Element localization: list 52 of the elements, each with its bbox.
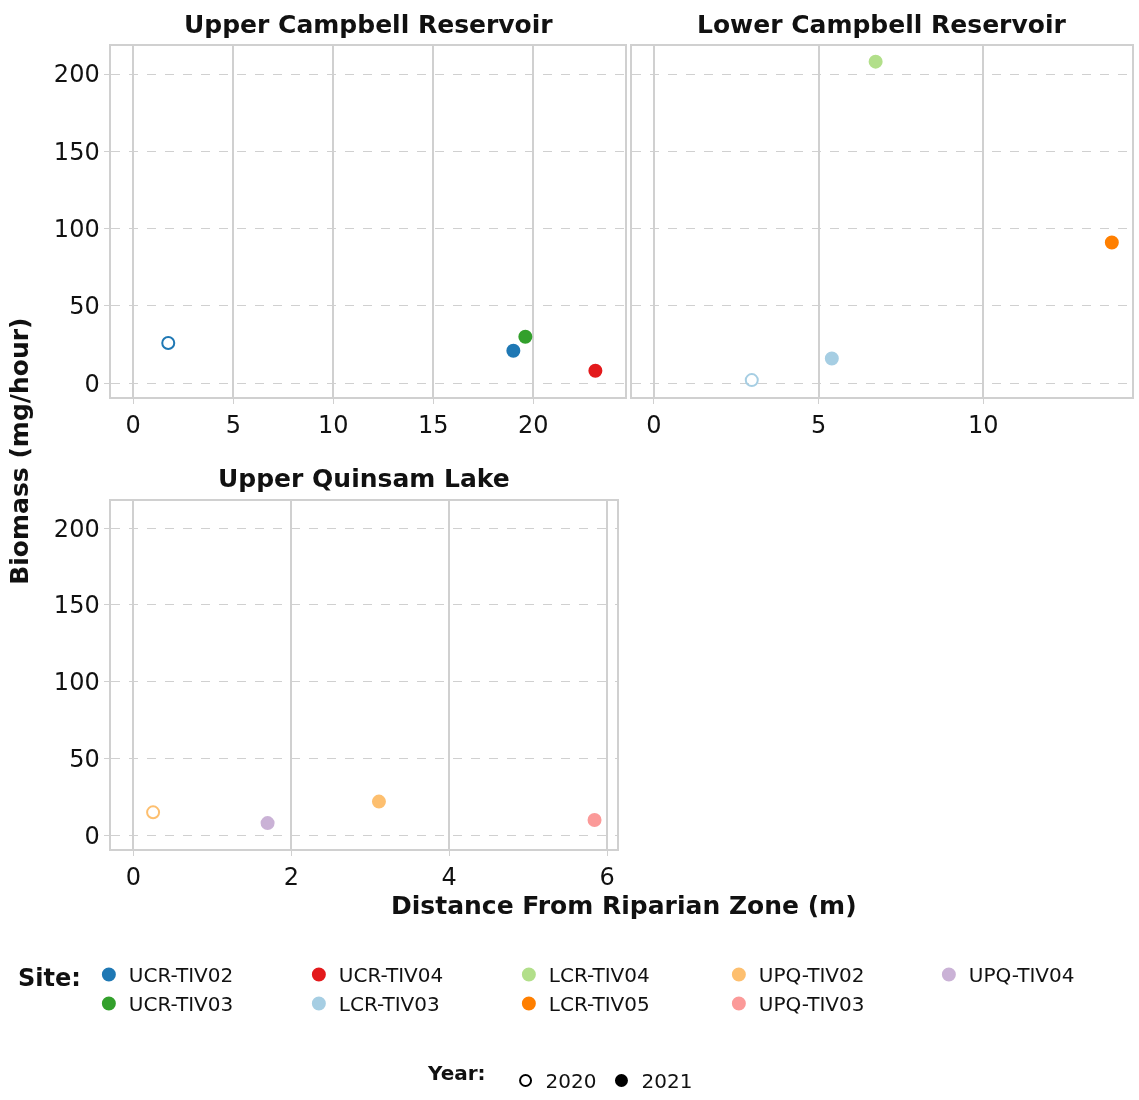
point xyxy=(587,813,602,827)
legend-label: LCR-TIV03 xyxy=(338,992,440,1017)
chart-title: Upper Campbell Reservoir xyxy=(184,10,554,39)
y-tick-label: 0 xyxy=(84,369,100,398)
point xyxy=(744,373,759,388)
legend-label: LCR-TIV04 xyxy=(548,963,650,988)
x-tick-label: 2 xyxy=(283,862,299,891)
x-tick-label: 0 xyxy=(125,862,141,891)
y-tick-label: 150 xyxy=(53,137,100,166)
x-tick-label: 5 xyxy=(811,410,827,439)
y-tick-label: 150 xyxy=(53,591,100,620)
x-tick-label: 0 xyxy=(125,410,141,439)
y-tick-label: 50 xyxy=(69,744,100,773)
legend-label: UCR-TIV03 xyxy=(128,992,234,1017)
legend-label: UCR-TIV04 xyxy=(338,963,444,988)
x-tick-label: 0 xyxy=(646,410,662,439)
x-tick-label: 10 xyxy=(968,410,999,439)
y-tick-label: 200 xyxy=(53,514,100,543)
x-tick-label: 4 xyxy=(441,862,457,891)
legend-label: UPQ-TIV04 xyxy=(968,963,1075,988)
point xyxy=(260,816,275,831)
y-tick-label: 0 xyxy=(84,821,100,850)
chart-title: Upper Quinsam Lake xyxy=(218,464,510,493)
legend-label: LCR-TIV05 xyxy=(548,992,650,1017)
x-tick-label: 10 xyxy=(318,410,349,439)
y-tick-label: 50 xyxy=(69,292,100,321)
legend-title: Site: xyxy=(18,964,81,993)
point xyxy=(506,343,521,358)
x-tick-label: 5 xyxy=(225,410,241,439)
point xyxy=(518,329,533,344)
point xyxy=(146,805,161,820)
point xyxy=(868,54,883,69)
legend-label: 2021 xyxy=(641,1069,693,1094)
point xyxy=(161,336,176,350)
x-tick-label: 20 xyxy=(518,410,549,439)
y-axis-title: Biomass (mg/hour) xyxy=(4,317,34,585)
legend-label: UPQ-TIV03 xyxy=(758,992,865,1017)
y-tick-label: 100 xyxy=(53,215,100,244)
y-tick-label: 200 xyxy=(53,60,100,89)
text: Year: xyxy=(427,1061,486,1085)
x-axis-title: Distance From Riparian Zone (m) xyxy=(391,891,857,920)
point xyxy=(588,363,603,378)
legend-label: UCR-TIV02 xyxy=(128,963,234,988)
legend-label: UPQ-TIV02 xyxy=(758,963,865,988)
x-tick-label: 6 xyxy=(599,862,615,891)
point xyxy=(1104,235,1119,250)
y-tick-label: 100 xyxy=(53,668,100,697)
point xyxy=(371,794,386,809)
legend-label: 2020 xyxy=(545,1069,597,1094)
x-tick-label: 15 xyxy=(418,410,449,439)
point xyxy=(824,351,839,366)
chart-title: Lower Campbell Reservoir xyxy=(697,10,1067,39)
